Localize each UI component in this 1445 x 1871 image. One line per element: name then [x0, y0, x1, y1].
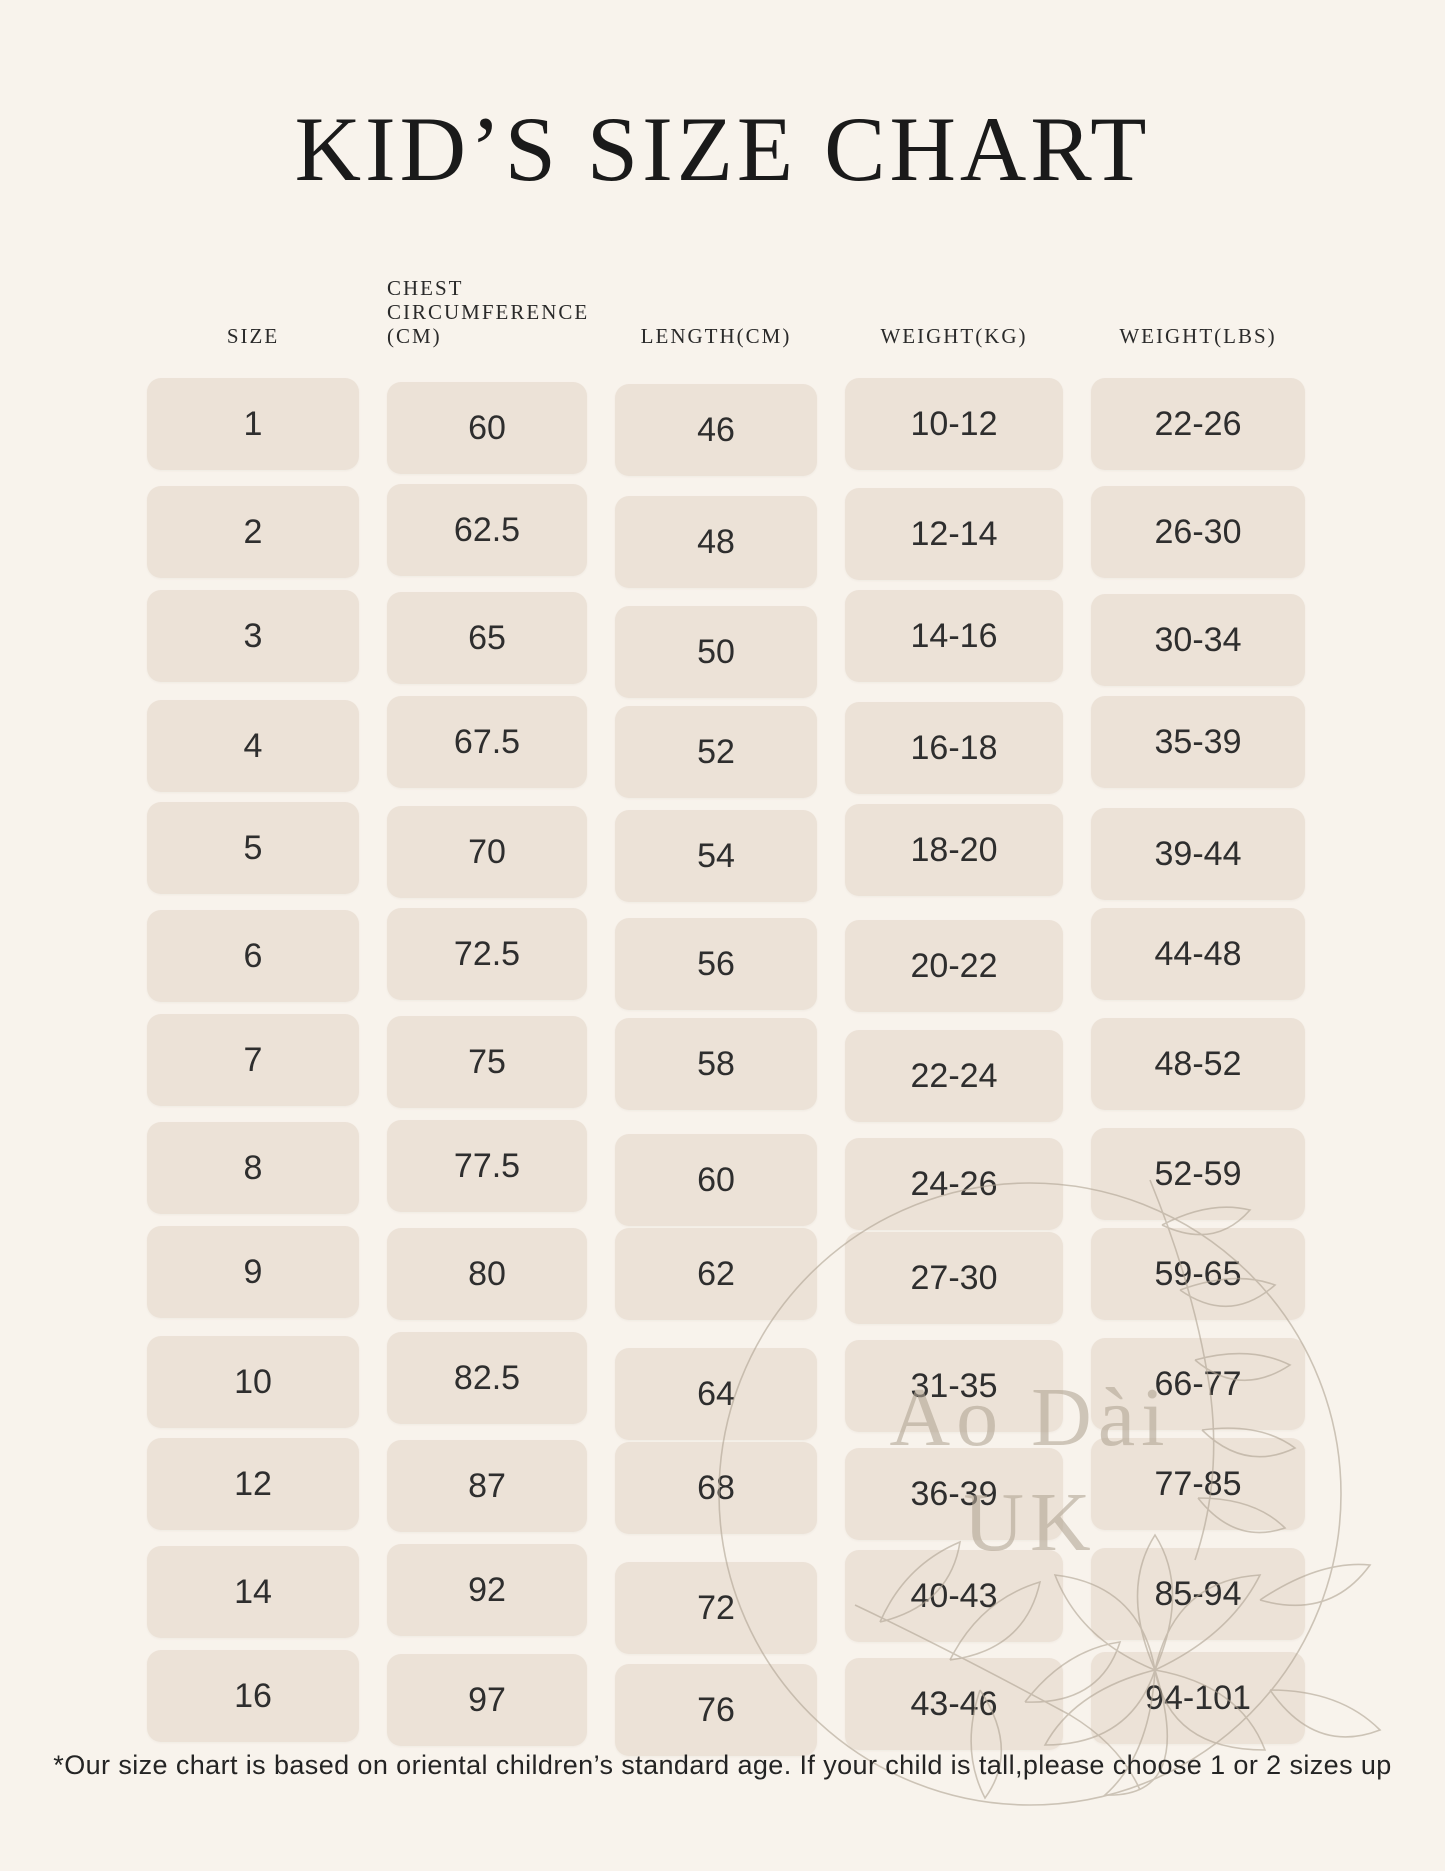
table-row: 7 75 58 22-24 48-52 [147, 1014, 1305, 1122]
table-cell: 26-30 [1091, 486, 1305, 578]
table-cell: 3 [147, 590, 359, 682]
page-title: KID’S SIZE CHART [294, 98, 1151, 200]
table-cell: 92 [387, 1544, 587, 1636]
table-cell: 4 [147, 700, 359, 792]
table-cell: 62 [615, 1228, 817, 1320]
table-cell: 66-77 [1091, 1338, 1305, 1430]
table-cell: 39-44 [1091, 808, 1305, 900]
table-cell: 12 [147, 1438, 359, 1530]
table-cell: 1 [147, 378, 359, 470]
table-cell: 46 [615, 384, 817, 476]
table-cell: 31-35 [845, 1340, 1063, 1432]
table-cell: 94-101 [1091, 1652, 1305, 1744]
table-cell: 48-52 [1091, 1018, 1305, 1110]
table-row: 8 77.5 60 24-26 52-59 [147, 1120, 1305, 1230]
table-cell: 43-46 [845, 1658, 1063, 1750]
header-cell-weight-lbs: WEIGHT(LBS) [1119, 324, 1277, 348]
table-cell: 18-20 [845, 804, 1063, 896]
table-row: 12 87 68 36-39 77-85 [147, 1438, 1305, 1540]
table-cell: 52 [615, 706, 817, 798]
table-cell: 24-26 [845, 1138, 1063, 1230]
table-cell: 50 [615, 606, 817, 698]
table-cell: 75 [387, 1016, 587, 1108]
table-cell: 72 [615, 1562, 817, 1654]
table-row: 2 62.5 48 12-14 26-30 [147, 484, 1305, 588]
table-row: 6 72.5 56 20-22 44-48 [147, 908, 1305, 1012]
table-cell: 97 [387, 1654, 587, 1746]
table-cell: 77.5 [387, 1120, 587, 1212]
size-table: 1 60 46 10-12 22-26 2 62.5 48 12-14 26-3… [147, 378, 1305, 1756]
table-cell: 54 [615, 810, 817, 902]
table-cell: 14-16 [845, 590, 1063, 682]
header-cell-weight-kg: WEIGHT(KG) [880, 324, 1028, 348]
table-cell: 5 [147, 802, 359, 894]
table-row: 3 65 50 14-16 30-34 [147, 590, 1305, 698]
table-row: 4 67.5 52 16-18 35-39 [147, 696, 1305, 798]
table-cell: 30-34 [1091, 594, 1305, 686]
table-cell: 10-12 [845, 378, 1063, 470]
table-cell: 16 [147, 1650, 359, 1742]
table-cell: 7 [147, 1014, 359, 1106]
table-row: 5 70 54 18-20 39-44 [147, 802, 1305, 902]
table-cell: 36-39 [845, 1448, 1063, 1540]
table-cell: 6 [147, 910, 359, 1002]
table-cell: 60 [387, 382, 587, 474]
table-cell: 14 [147, 1546, 359, 1638]
table-cell: 56 [615, 918, 817, 1010]
table-row: 14 92 72 40-43 85-94 [147, 1544, 1305, 1654]
table-cell: 72.5 [387, 908, 587, 1000]
table-cell: 12-14 [845, 488, 1063, 580]
table-cell: 80 [387, 1228, 587, 1320]
table-cell: 68 [615, 1442, 817, 1534]
table-cell: 76 [615, 1664, 817, 1756]
table-cell: 10 [147, 1336, 359, 1428]
table-cell: 85-94 [1091, 1548, 1305, 1640]
table-cell: 67.5 [387, 696, 587, 788]
table-row: 16 97 76 43-46 94-101 [147, 1650, 1305, 1756]
table-cell: 60 [615, 1134, 817, 1226]
table-cell: 77-85 [1091, 1438, 1305, 1530]
table-cell: 59-65 [1091, 1228, 1305, 1320]
table-header: SIZE CHEST CIRCUMFERENCE (CM) LENGTH(CM)… [147, 226, 1305, 350]
table-cell: 40-43 [845, 1550, 1063, 1642]
table-cell: 48 [615, 496, 817, 588]
table-cell: 70 [387, 806, 587, 898]
table-cell: 52-59 [1091, 1128, 1305, 1220]
table-cell: 82.5 [387, 1332, 587, 1424]
table-cell: 16-18 [845, 702, 1063, 794]
table-cell: 64 [615, 1348, 817, 1440]
table-row: 10 82.5 64 31-35 66-77 [147, 1332, 1305, 1440]
table-cell: 44-48 [1091, 908, 1305, 1000]
header-cell-length: LENGTH(CM) [640, 324, 792, 348]
table-row: 1 60 46 10-12 22-26 [147, 378, 1305, 476]
table-cell: 8 [147, 1122, 359, 1214]
table-cell: 65 [387, 592, 587, 684]
table-cell: 22-26 [1091, 378, 1305, 470]
table-cell: 20-22 [845, 920, 1063, 1012]
table-cell: 58 [615, 1018, 817, 1110]
table-cell: 87 [387, 1440, 587, 1532]
header-cell-size: SIZE [226, 324, 280, 348]
table-cell: 35-39 [1091, 696, 1305, 788]
footnote: *Our size chart is based on oriental chi… [53, 1750, 1392, 1780]
table-cell: 2 [147, 486, 359, 578]
table-cell: 22-24 [845, 1030, 1063, 1122]
table-cell: 9 [147, 1226, 359, 1318]
table-cell: 62.5 [387, 484, 587, 576]
table-row: 9 80 62 27-30 59-65 [147, 1226, 1305, 1324]
table-cell: 27-30 [845, 1232, 1063, 1324]
header-cell-chest-circumference: CHEST CIRCUMFERENCE (CM) [387, 276, 590, 348]
